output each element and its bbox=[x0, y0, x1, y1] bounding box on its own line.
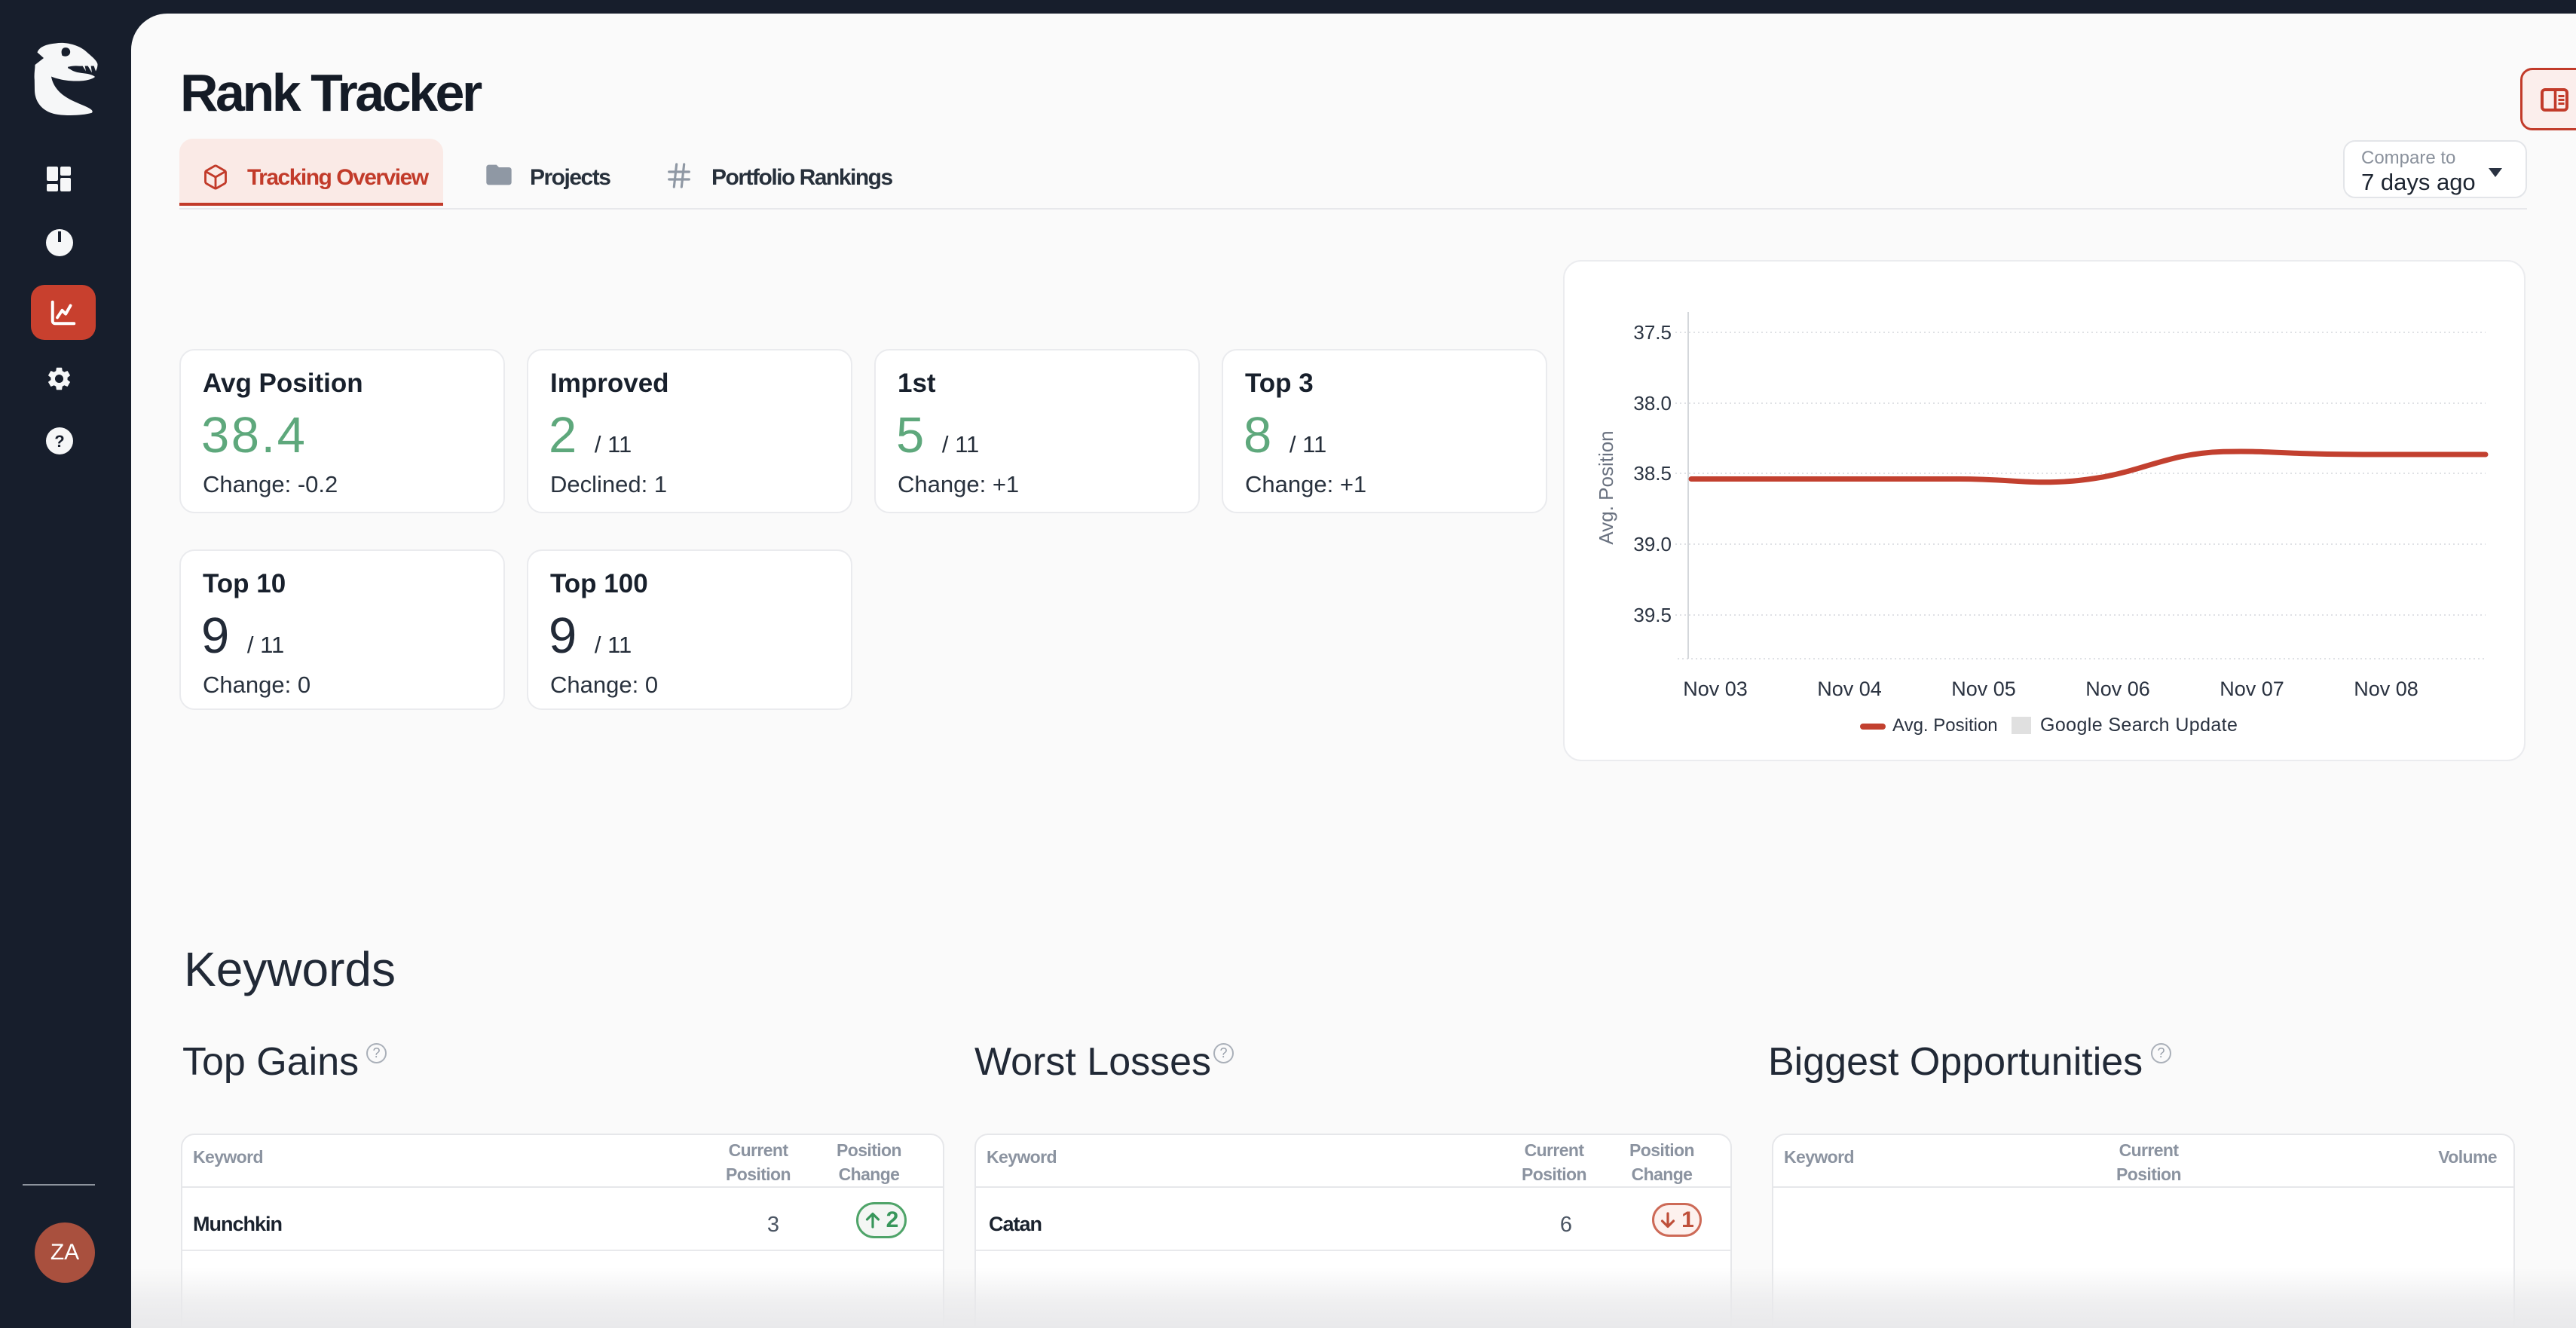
svg-text:Nov 05: Nov 05 bbox=[1951, 678, 2016, 700]
svg-text:38.0: 38.0 bbox=[1633, 392, 1672, 415]
svg-text:Nov 07: Nov 07 bbox=[2220, 678, 2284, 700]
svg-text:Avg. Position: Avg. Position bbox=[1892, 715, 1998, 736]
svg-text:37.5: 37.5 bbox=[1633, 321, 1672, 344]
svg-text:?: ? bbox=[54, 432, 64, 451]
svg-text:Nov 08: Nov 08 bbox=[2354, 678, 2418, 700]
svg-text:39.5: 39.5 bbox=[1633, 604, 1672, 626]
svg-text:38.5: 38.5 bbox=[1633, 462, 1672, 485]
svg-text:Nov 03: Nov 03 bbox=[1683, 678, 1748, 700]
svg-text:Google Search Update: Google Search Update bbox=[2040, 714, 2238, 736]
svg-text:39.0: 39.0 bbox=[1633, 533, 1672, 555]
svg-text:Nov 04: Nov 04 bbox=[1817, 678, 1882, 700]
svg-text:Nov 06: Nov 06 bbox=[2085, 678, 2150, 700]
svg-text:Avg. Position: Avg. Position bbox=[1595, 430, 1617, 544]
